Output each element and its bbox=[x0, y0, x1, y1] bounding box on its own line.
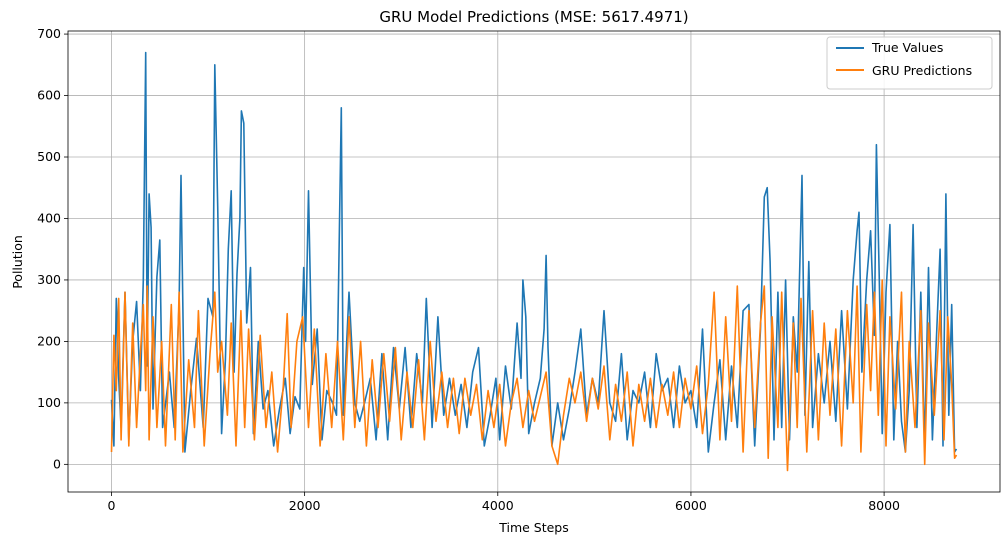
series-line-true-values bbox=[110, 51, 958, 453]
y-tick-label: 100 bbox=[37, 395, 61, 410]
grid-lines bbox=[68, 31, 1000, 492]
y-tick-label: 400 bbox=[37, 210, 61, 225]
x-tick-label: 2000 bbox=[289, 498, 321, 513]
x-tick-label: 6000 bbox=[675, 498, 707, 513]
legend: True Values GRU Predictions bbox=[826, 36, 993, 90]
y-tick-label: 500 bbox=[37, 149, 61, 164]
series-layer bbox=[110, 51, 958, 472]
plot-area bbox=[110, 51, 958, 472]
y-tick-label: 700 bbox=[37, 26, 61, 41]
legend-label-true-values: True Values bbox=[871, 40, 943, 55]
y-axis: 0 100 200 300 400 500 600 700 bbox=[37, 26, 68, 471]
series-line-gru-predictions bbox=[110, 279, 958, 472]
y-axis-title: Pollution bbox=[10, 235, 25, 289]
x-axis-title: Time Steps bbox=[498, 520, 569, 535]
y-tick-label: 0 bbox=[53, 456, 61, 471]
y-tick-label: 200 bbox=[37, 333, 61, 348]
x-tick-label: 0 bbox=[107, 498, 115, 513]
x-tick-label: 8000 bbox=[868, 498, 900, 513]
y-tick-label: 300 bbox=[37, 272, 61, 287]
legend-box bbox=[826, 36, 993, 90]
x-tick-label: 4000 bbox=[482, 498, 514, 513]
chart-title: GRU Model Predictions (MSE: 5617.4971) bbox=[379, 8, 688, 26]
x-axis: 0 2000 4000 6000 8000 bbox=[107, 492, 900, 513]
legend-label-gru-predictions: GRU Predictions bbox=[872, 63, 972, 78]
plot-frame bbox=[67, 30, 1001, 493]
y-tick-label: 600 bbox=[37, 88, 61, 103]
